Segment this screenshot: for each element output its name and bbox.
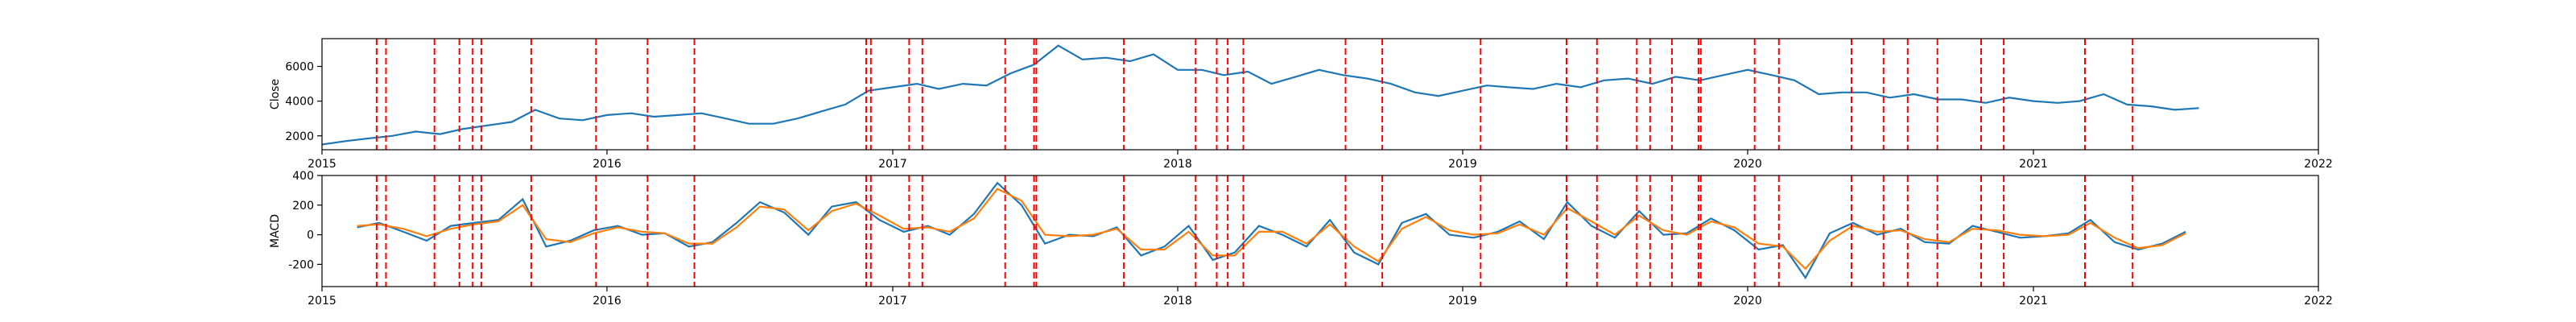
macd-x-tick-label: 2017 — [878, 295, 907, 308]
macd-y-tick-label: 0 — [307, 229, 314, 242]
macd-x-tick-label: 2020 — [1733, 295, 1762, 308]
close-y-tick-label: 4000 — [285, 96, 314, 109]
close-x-tick-label: 2017 — [878, 158, 907, 171]
macd-x-tick-label: 2016 — [592, 295, 621, 308]
close-plot-area — [322, 39, 2199, 150]
close-x-tick-label: 2022 — [2304, 158, 2333, 171]
macd-axes-frame — [321, 175, 2319, 287]
macd-x-tick-label: 2022 — [2304, 295, 2333, 308]
close-y-axis-label: Close — [269, 79, 282, 109]
close-x-tick-label: 2015 — [308, 158, 336, 171]
macd-x-tick-label: 2019 — [1448, 295, 1477, 308]
macd-x-tick-label: 2021 — [2019, 295, 2048, 308]
macd-x-tick-label: 2015 — [308, 295, 336, 308]
macd-panel: 2015 2016 2017 2018 2019 2020 2021 2022 -200 0 200… — [269, 170, 2333, 308]
macd-y-axis-label: MACD — [269, 214, 282, 248]
macd-y-tick-label: 200 — [292, 200, 314, 213]
close-price-panel: 2015 2016 2017 2018 2019 2020 2021 2022 2000 4000… — [269, 38, 2333, 171]
macd-plot-area — [357, 175, 2186, 287]
signal-series-line — [357, 188, 2186, 270]
close-y-tick-label: 6000 — [285, 61, 314, 74]
close-axes-frame — [321, 38, 2319, 151]
close-series-line — [322, 44, 2199, 146]
close-x-tick-label: 2019 — [1448, 158, 1477, 171]
close-x-tick-label: 2016 — [592, 158, 621, 171]
close-x-tick-label: 2021 — [2019, 158, 2048, 171]
macd-y-tick-label: 400 — [292, 170, 314, 183]
macd-x-tick-label: 2018 — [1163, 295, 1192, 308]
close-y-tick-label: 2000 — [285, 130, 314, 143]
close-x-tick-label: 2020 — [1733, 158, 1762, 171]
macd-y-tick-label: -200 — [288, 258, 314, 271]
close-x-tick-label: 2018 — [1163, 158, 1192, 171]
